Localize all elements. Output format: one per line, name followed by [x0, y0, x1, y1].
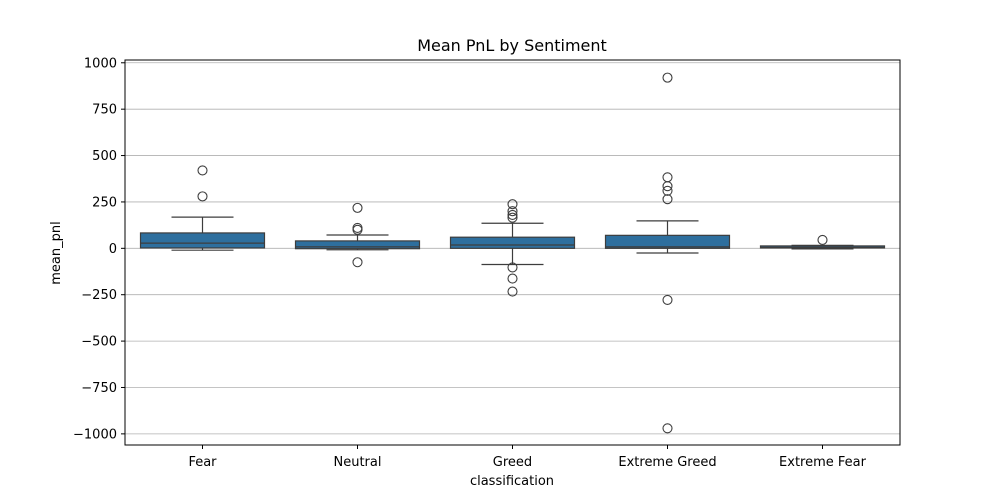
- outlier-point: [662, 181, 673, 192]
- outlier-point: [507, 206, 518, 217]
- x-tick-label: Neutral: [334, 455, 382, 470]
- x-tick-label: Fear: [188, 455, 217, 470]
- outlier-point: [662, 294, 673, 305]
- box-neutral: [294, 202, 421, 268]
- outlier-point: [662, 194, 673, 205]
- x-axis-label: classification: [470, 474, 554, 489]
- box-iqr: [449, 236, 576, 249]
- outlier-point: [197, 191, 208, 202]
- outlier-point: [507, 273, 518, 284]
- outlier-point: [197, 165, 208, 176]
- y-axis-label: mean_pnl: [49, 221, 64, 284]
- x-tick-label: Greed: [493, 455, 532, 470]
- outlier-point: [662, 185, 673, 196]
- outlier-point: [352, 202, 363, 213]
- outlier-point: [817, 234, 828, 246]
- boxes-layer: [139, 72, 886, 434]
- y-tick-label: 500: [92, 149, 117, 164]
- outlier-point: [662, 423, 673, 434]
- y-axis: −1000 −750 −500 −250 0 250 500 750 1000: [73, 56, 125, 442]
- outlier-point: [662, 172, 673, 183]
- x-tick-label: Extreme Fear: [779, 455, 867, 470]
- y-tick-label: −750: [81, 381, 117, 396]
- outlier-point: [507, 209, 518, 220]
- outlier-point: [662, 72, 673, 83]
- outlier-point: [352, 224, 363, 235]
- outlier-point: [507, 212, 518, 223]
- outlier-point: [507, 286, 518, 297]
- y-tick-label: 250: [92, 195, 117, 210]
- chart-title: Mean PnL by Sentiment: [417, 36, 607, 55]
- box-iqr: [604, 234, 731, 249]
- outlier-point: [507, 199, 518, 210]
- y-tick-label: −1000: [73, 427, 117, 442]
- outlier-point: [352, 257, 363, 268]
- y-tick-label: 1000: [84, 56, 117, 71]
- x-axis: Fear Neutral Greed Extreme Greed Extreme Fea…: [188, 445, 867, 470]
- y-tick-label: −500: [81, 335, 117, 350]
- y-tick-label: 0: [109, 242, 117, 257]
- y-tick-label: 750: [92, 103, 117, 118]
- box-greed: [449, 199, 576, 297]
- y-tick-label: −250: [81, 288, 117, 303]
- box-extreme-fear: [759, 234, 886, 250]
- box-extreme-greed: [604, 72, 731, 434]
- outlier-point: [507, 262, 518, 273]
- box-fear: [139, 165, 266, 251]
- box-iqr: [294, 240, 421, 250]
- x-tick-label: Extreme Greed: [618, 455, 716, 470]
- box-iqr: [139, 232, 266, 249]
